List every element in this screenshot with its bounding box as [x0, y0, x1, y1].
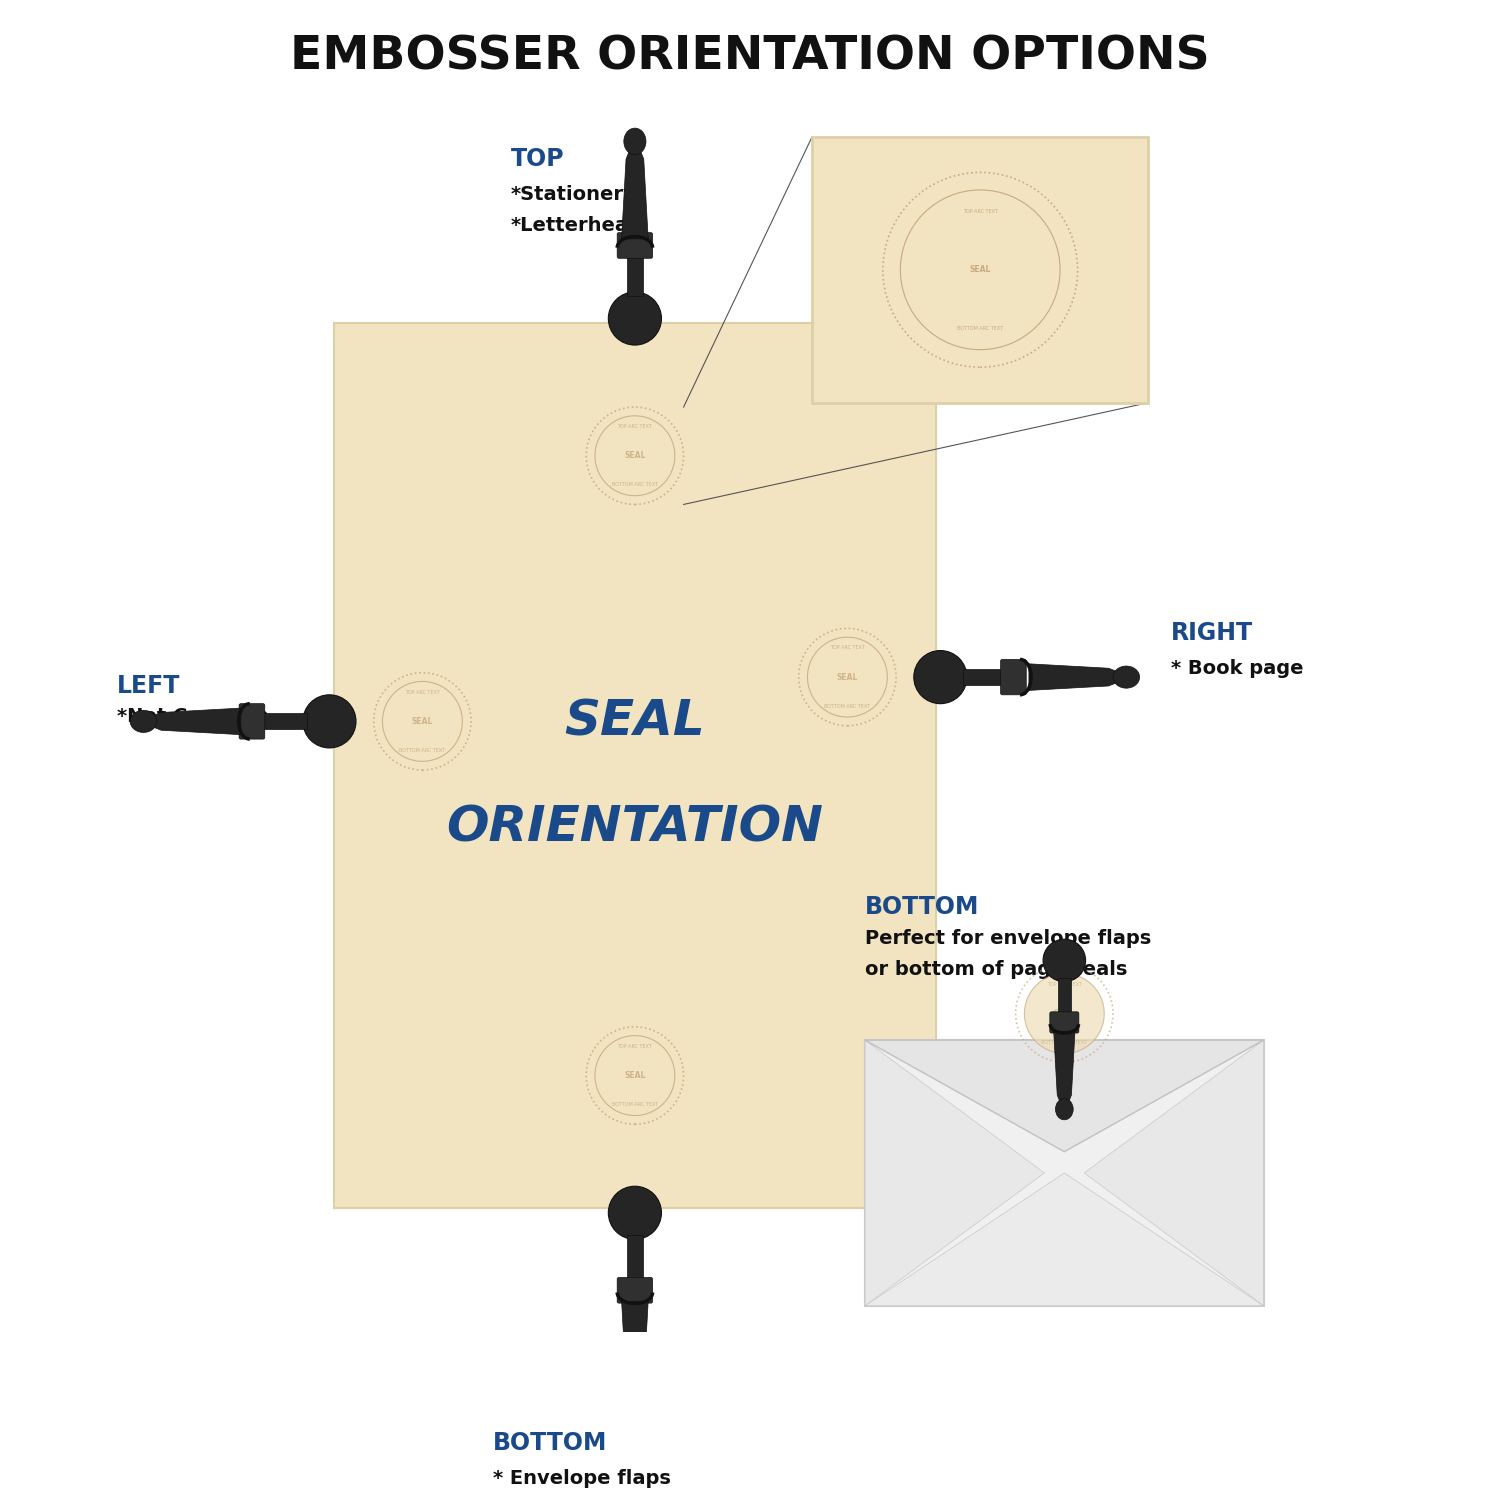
Circle shape: [596, 1035, 675, 1116]
Circle shape: [914, 651, 968, 704]
Text: *Not Common: *Not Common: [117, 708, 268, 726]
Circle shape: [1024, 974, 1104, 1053]
FancyBboxPatch shape: [238, 704, 266, 740]
Text: TOP ARC TEXT: TOP ARC TEXT: [405, 690, 439, 694]
Ellipse shape: [1113, 666, 1140, 688]
Text: SEAL: SEAL: [564, 698, 705, 746]
Polygon shape: [1053, 1032, 1076, 1108]
Text: SEAL: SEAL: [411, 717, 434, 726]
Ellipse shape: [624, 128, 646, 154]
Text: BOTTOM ARC TEXT: BOTTOM ARC TEXT: [612, 483, 658, 488]
Polygon shape: [1084, 1040, 1263, 1306]
Text: * Book page: * Book page: [1170, 658, 1304, 678]
Polygon shape: [144, 708, 242, 735]
FancyBboxPatch shape: [1000, 660, 1026, 694]
Polygon shape: [865, 1040, 1263, 1152]
Text: BOTTOM ARC TEXT: BOTTOM ARC TEXT: [612, 1102, 658, 1107]
Text: SEAL: SEAL: [969, 266, 992, 274]
Text: BOTTOM: BOTTOM: [494, 1431, 608, 1455]
Polygon shape: [621, 141, 648, 238]
Text: *Letterhead: *Letterhead: [512, 216, 644, 236]
Text: or bottom of page seals: or bottom of page seals: [865, 960, 1128, 980]
Text: SEAL: SEAL: [837, 672, 858, 681]
Circle shape: [900, 190, 1060, 350]
Bar: [262, 714, 308, 729]
Ellipse shape: [624, 1386, 646, 1411]
Bar: [334, 322, 936, 1209]
Text: BOTTOM: BOTTOM: [865, 896, 980, 920]
Polygon shape: [865, 1173, 1263, 1306]
Text: SEAL: SEAL: [624, 452, 645, 460]
Circle shape: [1042, 939, 1086, 981]
Bar: [963, 669, 1006, 686]
Bar: [865, 1040, 1263, 1306]
Text: TOP ARC TEXT: TOP ARC TEXT: [963, 209, 998, 214]
Text: LEFT: LEFT: [117, 674, 180, 698]
Text: BOTTOM ARC TEXT: BOTTOM ARC TEXT: [957, 326, 1004, 330]
Circle shape: [596, 416, 675, 495]
Text: TOP ARC TEXT: TOP ARC TEXT: [618, 424, 652, 429]
Bar: [627, 252, 644, 297]
Text: TOP ARC TEXT: TOP ARC TEXT: [830, 645, 866, 651]
Text: Perfect for envelope flaps: Perfect for envelope flaps: [865, 928, 1152, 948]
Ellipse shape: [130, 711, 158, 732]
Circle shape: [807, 638, 888, 717]
FancyBboxPatch shape: [1050, 1013, 1078, 1034]
Text: BOTTOM ARC TEXT: BOTTOM ARC TEXT: [399, 748, 445, 753]
Text: TOP ARC TEXT: TOP ARC TEXT: [618, 1044, 652, 1048]
Text: * Envelope flaps: * Envelope flaps: [494, 1468, 670, 1488]
Text: TOP: TOP: [512, 147, 564, 171]
Text: BOTTOM ARC TEXT: BOTTOM ARC TEXT: [1041, 1041, 1088, 1046]
Text: RIGHT: RIGHT: [1170, 621, 1252, 645]
FancyBboxPatch shape: [616, 232, 652, 258]
Polygon shape: [1029, 664, 1126, 690]
Text: SEAL: SEAL: [624, 1071, 645, 1080]
Text: SEAL: SEAL: [1053, 1010, 1076, 1019]
Circle shape: [609, 292, 662, 345]
Text: TOP ARC TEXT: TOP ARC TEXT: [1047, 982, 1082, 987]
Bar: [627, 1234, 644, 1280]
Polygon shape: [865, 1040, 1044, 1306]
Ellipse shape: [1056, 1098, 1072, 1120]
Text: BOTTOM ARC TEXT: BOTTOM ARC TEXT: [825, 704, 870, 710]
Text: *Stationery: *Stationery: [512, 184, 636, 204]
Circle shape: [609, 1186, 662, 1239]
Circle shape: [382, 681, 462, 762]
Text: ORIENTATION: ORIENTATION: [447, 804, 824, 852]
Circle shape: [303, 694, 355, 748]
FancyBboxPatch shape: [616, 1278, 652, 1304]
Bar: [812, 136, 1149, 402]
Bar: [1058, 978, 1071, 1014]
Polygon shape: [621, 1302, 648, 1398]
Text: EMBOSSER ORIENTATION OPTIONS: EMBOSSER ORIENTATION OPTIONS: [290, 34, 1210, 80]
